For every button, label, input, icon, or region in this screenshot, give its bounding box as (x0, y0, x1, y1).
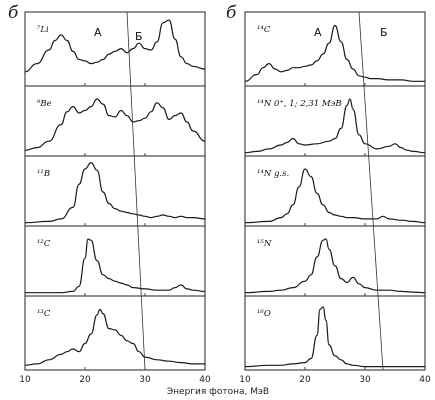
region-boundary-line (126, 11, 146, 371)
series-line (244, 98, 426, 154)
series-line (244, 24, 426, 82)
region-label-b: Б (380, 26, 388, 39)
series-line (244, 306, 426, 368)
x-tick-label: 30 (139, 375, 151, 385)
x-tick-label: 30 (359, 375, 371, 385)
x-axis-title: Энергия фотона, МэВ (167, 387, 269, 397)
series-label: ¹²C (37, 239, 51, 249)
region-boundary-line (358, 11, 384, 371)
series-label: ¹⁵N (257, 239, 272, 249)
series-label: ¹⁴N 0⁺, 1; 2,31 МэВ (257, 99, 342, 109)
series-label: ¹⁴C (257, 25, 271, 35)
series-label: ¹⁴N g.s. (257, 169, 289, 179)
x-tick-label: 20 (299, 375, 311, 385)
x-tick-label: 20 (79, 375, 91, 385)
panel-letter: б (8, 3, 19, 23)
series-label: ¹¹B (37, 169, 50, 179)
panel-frame (24, 225, 206, 297)
series-line (24, 308, 206, 366)
region-label-a: А (314, 26, 322, 39)
series-line (244, 168, 426, 224)
panel-frame (24, 85, 206, 157)
x-tick-label: 10 (19, 375, 31, 385)
series-line (24, 98, 206, 151)
series-label: ⁷Li (37, 25, 49, 35)
region-label-b: Б (135, 30, 143, 43)
series-label: ¹⁶O (257, 309, 271, 319)
panel-frame (244, 225, 426, 297)
series-line (24, 162, 206, 224)
panel-frame (244, 295, 426, 371)
series-label: ¹³C (37, 309, 51, 319)
x-tick-label: 40 (419, 375, 431, 385)
panel-letter: б (226, 3, 237, 23)
series-label: ⁹Be (37, 99, 52, 109)
right-chart: б ¹⁴C ¹⁴N 0⁺, 1; 2,31 МэВ ¹⁴N g.s. ¹⁵N ¹⁶O А Б 1… (226, 3, 431, 385)
panel-frame (244, 11, 426, 87)
series-line (24, 238, 206, 294)
series-line (244, 238, 426, 294)
x-tick-label: 40 (199, 375, 211, 385)
left-chart: б ⁷Li ⁹Be ¹¹B ¹²C ¹³C А Б 10 20 30 40 (8, 3, 211, 385)
panel-frame (24, 155, 206, 227)
region-label-a: А (94, 26, 102, 39)
series-line (24, 19, 206, 73)
x-tick-label: 10 (239, 375, 251, 385)
panel-frame (24, 295, 206, 371)
